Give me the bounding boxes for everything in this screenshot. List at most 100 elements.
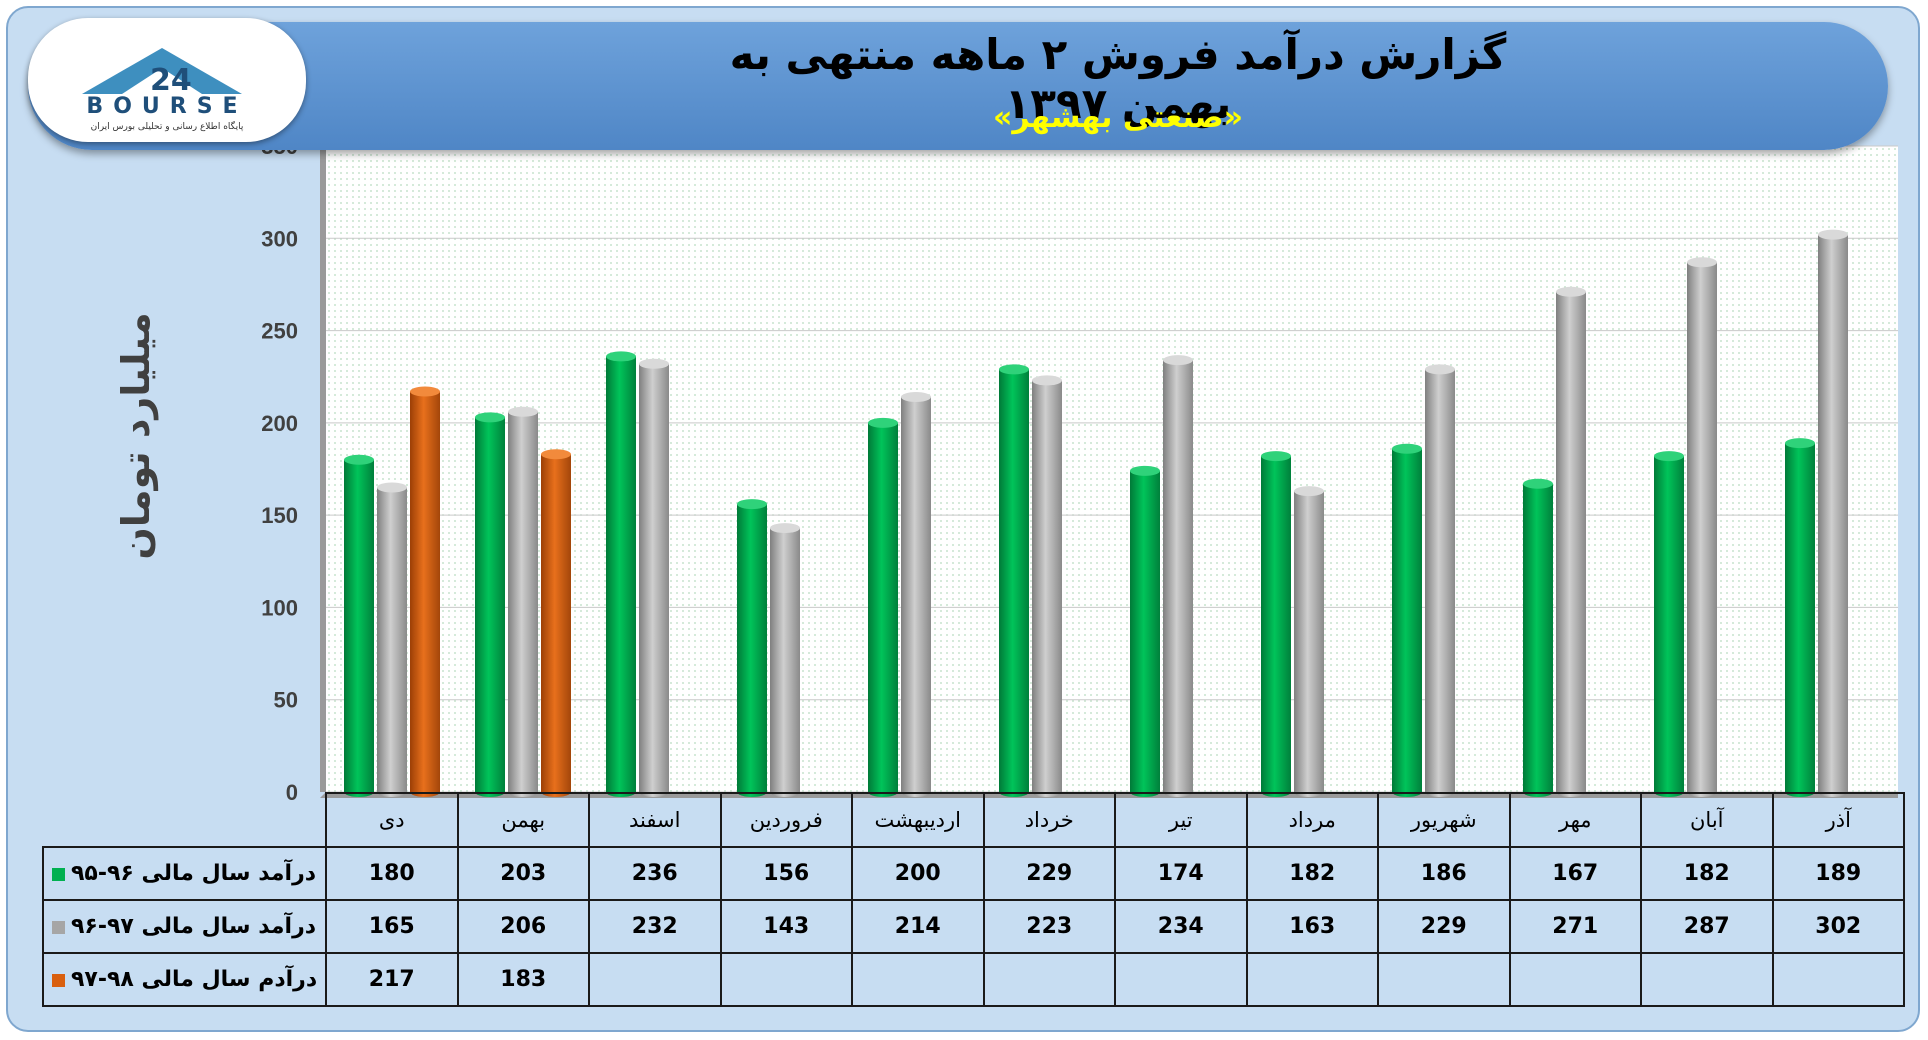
bourse-logo: 24 BOURSE پایگاه اطلاع رسانی و تحلیلی بو… (28, 18, 306, 142)
month-header: تیر (1114, 792, 1248, 848)
data-cell (1245, 952, 1379, 1007)
bar-chart: 050100150200250300350 (261, 134, 1898, 805)
month-header: خرداد (982, 792, 1116, 848)
month-header: دی (325, 792, 459, 848)
data-table: دی بهمن اسفند فروردین اردیبهشت خرداد تیر… (42, 792, 1905, 1007)
bar-cap (1785, 438, 1815, 449)
data-cell (851, 952, 985, 1007)
bar-cap (508, 406, 538, 417)
series-name: درآمد سال مالی ۹۶-۹۵ (71, 861, 317, 886)
data-cell: 203 (456, 846, 590, 901)
data-cell (1114, 952, 1248, 1007)
y-tick-label: 100 (261, 595, 298, 620)
month-header: آذر (1771, 792, 1905, 848)
data-cell (1377, 952, 1511, 1007)
bar-cap (606, 351, 636, 362)
bar-cap (770, 523, 800, 534)
company-subtitle: «صنعتی بهشهر» (992, 100, 1244, 135)
month-header: اسفند (588, 792, 722, 848)
back-wall-edge (320, 146, 326, 792)
bar-cap (901, 392, 931, 403)
month-header: آبان (1640, 792, 1774, 848)
bar (770, 528, 800, 792)
bar (1294, 491, 1324, 792)
plot-area (326, 146, 1898, 792)
month-header: فروردین (719, 792, 853, 848)
bar (737, 504, 767, 792)
bar (377, 487, 407, 792)
table-row-series-3: درآدم سال مالی ۹۸-۹۷ 217 183 (42, 952, 1905, 1007)
bar-cap (999, 364, 1029, 375)
bar-cap (1392, 443, 1422, 454)
logo-wordmark: BOURSE (86, 94, 248, 119)
bar (1032, 380, 1062, 792)
bar (1687, 262, 1717, 792)
data-cell: 143 (719, 899, 853, 954)
data-cell: 236 (588, 846, 722, 901)
month-header: اردیبهشت (851, 792, 985, 848)
data-cell (982, 952, 1116, 1007)
bar (1818, 234, 1848, 792)
bar (344, 459, 374, 792)
report-frame: 050100150200250300350 گزارش درآمد فروش ۲… (6, 6, 1920, 1032)
bar-cap (1163, 355, 1193, 366)
data-cell: 174 (1114, 846, 1248, 901)
bar (999, 369, 1029, 792)
y-axis-title: میلیارد تومان (114, 312, 158, 560)
bar (508, 411, 538, 792)
data-cell: 189 (1771, 846, 1905, 901)
series-label: درآمد سال مالی ۹۶-۹۵ (42, 846, 327, 901)
y-tick-label: 200 (261, 411, 298, 436)
bar (606, 356, 636, 792)
data-cell: 200 (851, 846, 985, 901)
bar (1785, 443, 1815, 792)
bar (1556, 291, 1586, 792)
data-cell: 206 (456, 899, 590, 954)
y-axis-title-wrap: میلیارد تومان (96, 308, 176, 568)
data-cell: 287 (1640, 899, 1774, 954)
data-cell: 167 (1508, 846, 1642, 901)
bar-cap (1032, 375, 1062, 386)
data-cell: 217 (325, 952, 459, 1007)
month-header: مهر (1508, 792, 1642, 848)
month-header: بهمن (456, 792, 590, 848)
series-name: درآمد سال مالی ۹۷-۹۶ (71, 914, 317, 939)
bar-cap (1261, 451, 1291, 462)
bar-cap (344, 454, 374, 465)
bar (475, 417, 505, 792)
logo-tagline: پایگاه اطلاع رسانی و تحلیلی بورس ایران (90, 122, 244, 132)
table-corner (43, 793, 327, 848)
bar-cap (868, 417, 898, 428)
bar (901, 397, 931, 792)
data-cell: 232 (588, 899, 722, 954)
bar (1163, 360, 1193, 792)
data-cell (1771, 952, 1905, 1007)
report-title: گزارش درآمد فروش ۲ ماهه منتهی به بهمن ۱۳… (729, 30, 1507, 128)
table-row-series-1: درآمد سال مالی ۹۶-۹۵ 180 203 236 156 200… (42, 846, 1905, 901)
series-name: درآدم سال مالی ۹۸-۹۷ (71, 967, 318, 992)
series-label: درآدم سال مالی ۹۸-۹۷ (42, 952, 327, 1007)
header-banner: گزارش درآمد فروش ۲ ماهه منتهی به بهمن ۱۳… (28, 22, 1888, 150)
bar (1654, 456, 1684, 792)
data-cell: 183 (456, 952, 590, 1007)
data-cell: 182 (1245, 846, 1379, 901)
data-cell: 186 (1377, 846, 1511, 901)
bar-cap (1818, 229, 1848, 240)
bar-cap (410, 386, 440, 397)
bar-cap (475, 412, 505, 423)
bar (541, 454, 571, 792)
bar (1425, 369, 1455, 792)
bar-cap (1523, 478, 1553, 489)
bar (1261, 456, 1291, 792)
svg-text:24: 24 (150, 63, 192, 96)
y-tick-label: 300 (261, 226, 298, 251)
legend-swatch-gray (52, 920, 65, 934)
bar-cap (1294, 486, 1324, 497)
bar-cap (1687, 257, 1717, 268)
data-cell (1640, 952, 1774, 1007)
data-cell: 223 (982, 899, 1116, 954)
24-bourse-logo-icon: 24 (82, 48, 242, 96)
table-header-row: دی بهمن اسفند فروردین اردیبهشت خرداد تیر… (43, 792, 1905, 848)
data-cell (1508, 952, 1642, 1007)
bar-cap (737, 499, 767, 510)
